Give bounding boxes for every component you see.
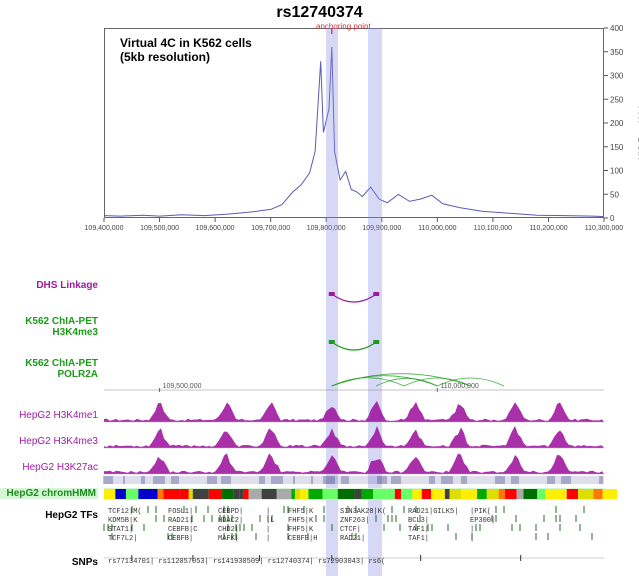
svg-text:109,500,000: 109,500,000 — [140, 225, 179, 232]
svg-text:150: 150 — [610, 143, 624, 152]
svg-text:110,000,000: 110,000,000 — [418, 225, 457, 232]
chia-polr2a-label: K562 ChIA-PET POLR2A — [0, 358, 98, 380]
page-title: rs12740374 — [0, 4, 639, 22]
svg-text:100: 100 — [610, 167, 624, 176]
svg-text:109,400,000: 109,400,000 — [85, 225, 124, 232]
svg-text:250: 250 — [610, 95, 624, 104]
v4c-svg: 050100150200250300350400109,400,000109,5… — [104, 28, 604, 233]
snp-list: rs77134701| rs112057053| rs141930509| rs… — [108, 558, 385, 566]
svg-text:110,000,000: 110,000,000 — [440, 383, 479, 390]
hepg2-h3k4me1-label: HepG2 H3K4me1 — [0, 410, 98, 421]
svg-text:109,700,000: 109,700,000 — [251, 225, 290, 232]
snps-label: SNPs — [0, 557, 98, 568]
svg-text:50: 50 — [610, 190, 619, 199]
svg-text:200: 200 — [610, 119, 624, 128]
hepg2-h3k27ac-label: HepG2 H3K27ac — [0, 462, 98, 473]
svg-text:109,600,000: 109,600,000 — [196, 225, 235, 232]
svg-text:110,300,000: 110,300,000 — [585, 225, 624, 232]
chia-h3k4me3-label: K562 ChIA-PET H3K4me3 — [0, 316, 98, 338]
svg-text:350: 350 — [610, 48, 624, 57]
svg-text:0: 0 — [610, 214, 615, 223]
svg-text:110,200,000: 110,200,000 — [529, 225, 568, 232]
svg-text:400: 400 — [610, 24, 624, 33]
svg-text:109,500,000: 109,500,000 — [163, 383, 202, 390]
hepg2-h3k4me3-label: HepG2 H3K4me3 — [0, 436, 98, 447]
svg-text:110,100,000: 110,100,000 — [474, 225, 513, 232]
dhs-label: DHS Linkage — [0, 280, 98, 291]
svg-text:300: 300 — [610, 72, 624, 81]
hepg2-tfs-label: HepG2 TFs — [0, 510, 98, 521]
hepg2-chromhmm-label: HepG2 chromHMM — [0, 488, 98, 499]
